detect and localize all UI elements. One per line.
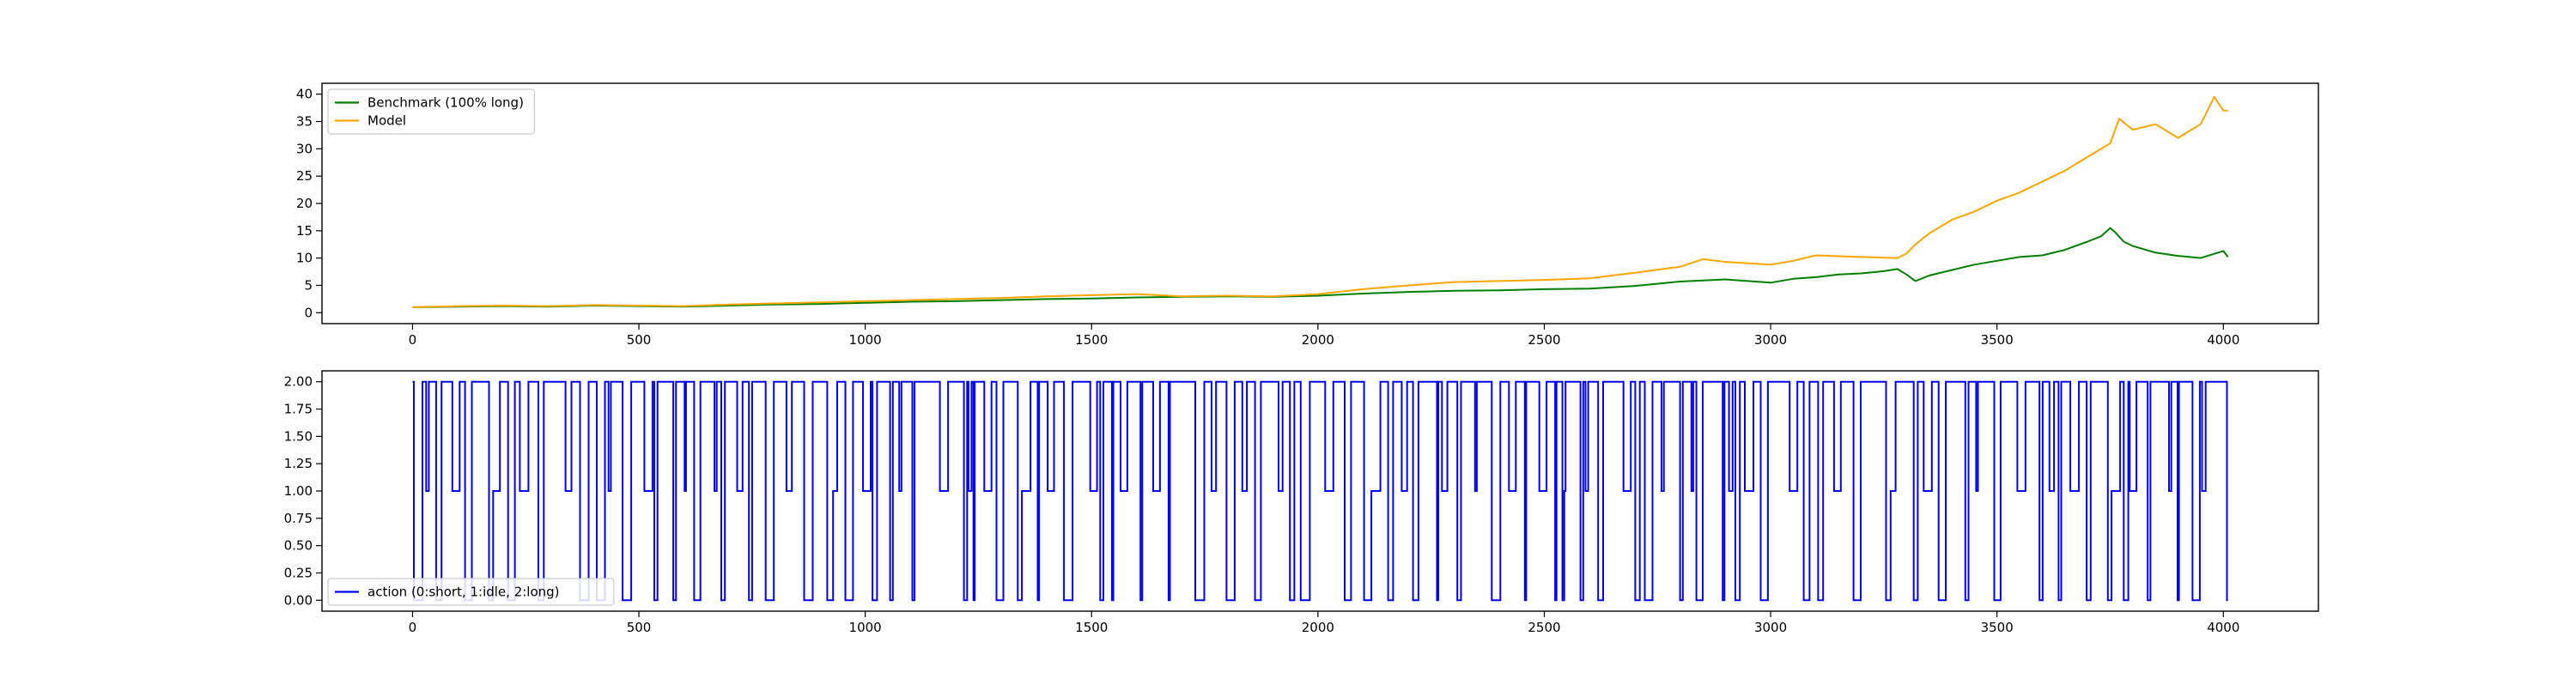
top-x-tick-label: 500: [627, 332, 652, 348]
bottom-y-tick-label: 2.00: [284, 374, 313, 390]
top-x-tick-label: 1500: [1075, 332, 1108, 348]
bottom-series-line-0: [412, 380, 2228, 602]
bottom-y-tick-label: 0.25: [284, 565, 313, 580]
top-y-tick-label: 0: [304, 305, 313, 320]
bottom-x-tick-label: 0: [409, 620, 417, 635]
bottom-legend: action (0:short, 1:idle, 2:long): [327, 578, 615, 606]
top-x-tick-label: 4000: [2207, 332, 2239, 348]
action-chart: 0 500 1000 1500 2000 2500 3000 3500 4000 0.00 0.2…: [284, 370, 2319, 635]
bottom-x-tick-label: 4000: [2207, 620, 2239, 635]
bottom-y-tick-label: 1.00: [284, 483, 313, 499]
top-x-tick-label: 2000: [1302, 332, 1334, 348]
bottom-x-axis: 0 500 1000 1500 2000 2500 3000 3500 4000: [409, 611, 2239, 635]
bottom-y-axis: 0.00 0.25 0.50 0.75 1.00 1.25 1.50 1.75 2.00: [284, 374, 322, 608]
top-x-tick-label: 3000: [1754, 332, 1787, 348]
top-legend-box: [327, 88, 535, 135]
bottom-legend-label: action (0:short, 1:idle, 2:long): [368, 585, 560, 600]
top-axes-frame: [321, 82, 2319, 324]
top-y-axis: 0 5 10 15 20 25 30 35 40: [296, 87, 322, 320]
bottom-y-tick-label: 1.50: [284, 428, 313, 444]
top-y-tick-label: 25: [296, 168, 313, 184]
bottom-x-tick-label: 500: [627, 620, 652, 635]
top-x-tick-label: 2500: [1528, 332, 1560, 348]
bottom-x-tick-label: 1500: [1075, 620, 1108, 635]
bottom-y-tick-label: 0.50: [284, 538, 313, 554]
top-y-tick-label: 30: [296, 141, 313, 156]
top-x-axis: 0 500 1000 1500 2000 2500 3000 3500 4000: [409, 324, 2239, 348]
top-y-tick-label: 5: [304, 277, 313, 293]
bottom-series-group: [412, 380, 2228, 602]
top-y-tick-label: 15: [296, 223, 313, 239]
top-legend-label: Model: [368, 113, 406, 129]
bottom-y-tick-label: 0.00: [284, 592, 313, 608]
top-x-tick-label: 1000: [849, 332, 882, 348]
top-legend: Benchmark (100% long) Model: [327, 88, 535, 135]
bottom-y-tick-label: 0.75: [284, 511, 313, 526]
top-y-tick-label: 40: [296, 87, 313, 102]
bottom-y-tick-label: 1.75: [284, 402, 313, 417]
bottom-x-tick-label: 3500: [1981, 620, 2014, 635]
top-series-line-0: [412, 227, 2229, 308]
top-x-tick-label: 0: [409, 332, 417, 348]
top-legend-label: Benchmark (100% long): [368, 95, 524, 111]
top-series-group: [412, 95, 2229, 308]
bottom-x-tick-label: 2000: [1302, 620, 1334, 635]
bottom-legend-box: [327, 578, 615, 606]
top-y-tick-label: 35: [296, 114, 313, 130]
top-y-tick-label: 10: [296, 251, 313, 266]
top-series-line-1: [412, 95, 2228, 308]
benchmark-vs-model-chart: 0 500 1000 1500 2000 2500 3000 3500 4000 0 5 10 15 2…: [296, 82, 2319, 348]
bottom-x-tick-label: 1000: [849, 620, 882, 635]
top-x-tick-label: 3500: [1981, 332, 2014, 348]
top-y-tick-label: 20: [296, 196, 313, 211]
bottom-y-tick-label: 1.25: [284, 456, 313, 471]
bottom-x-tick-label: 3000: [1754, 620, 1787, 635]
bottom-x-tick-label: 2500: [1528, 620, 1560, 635]
